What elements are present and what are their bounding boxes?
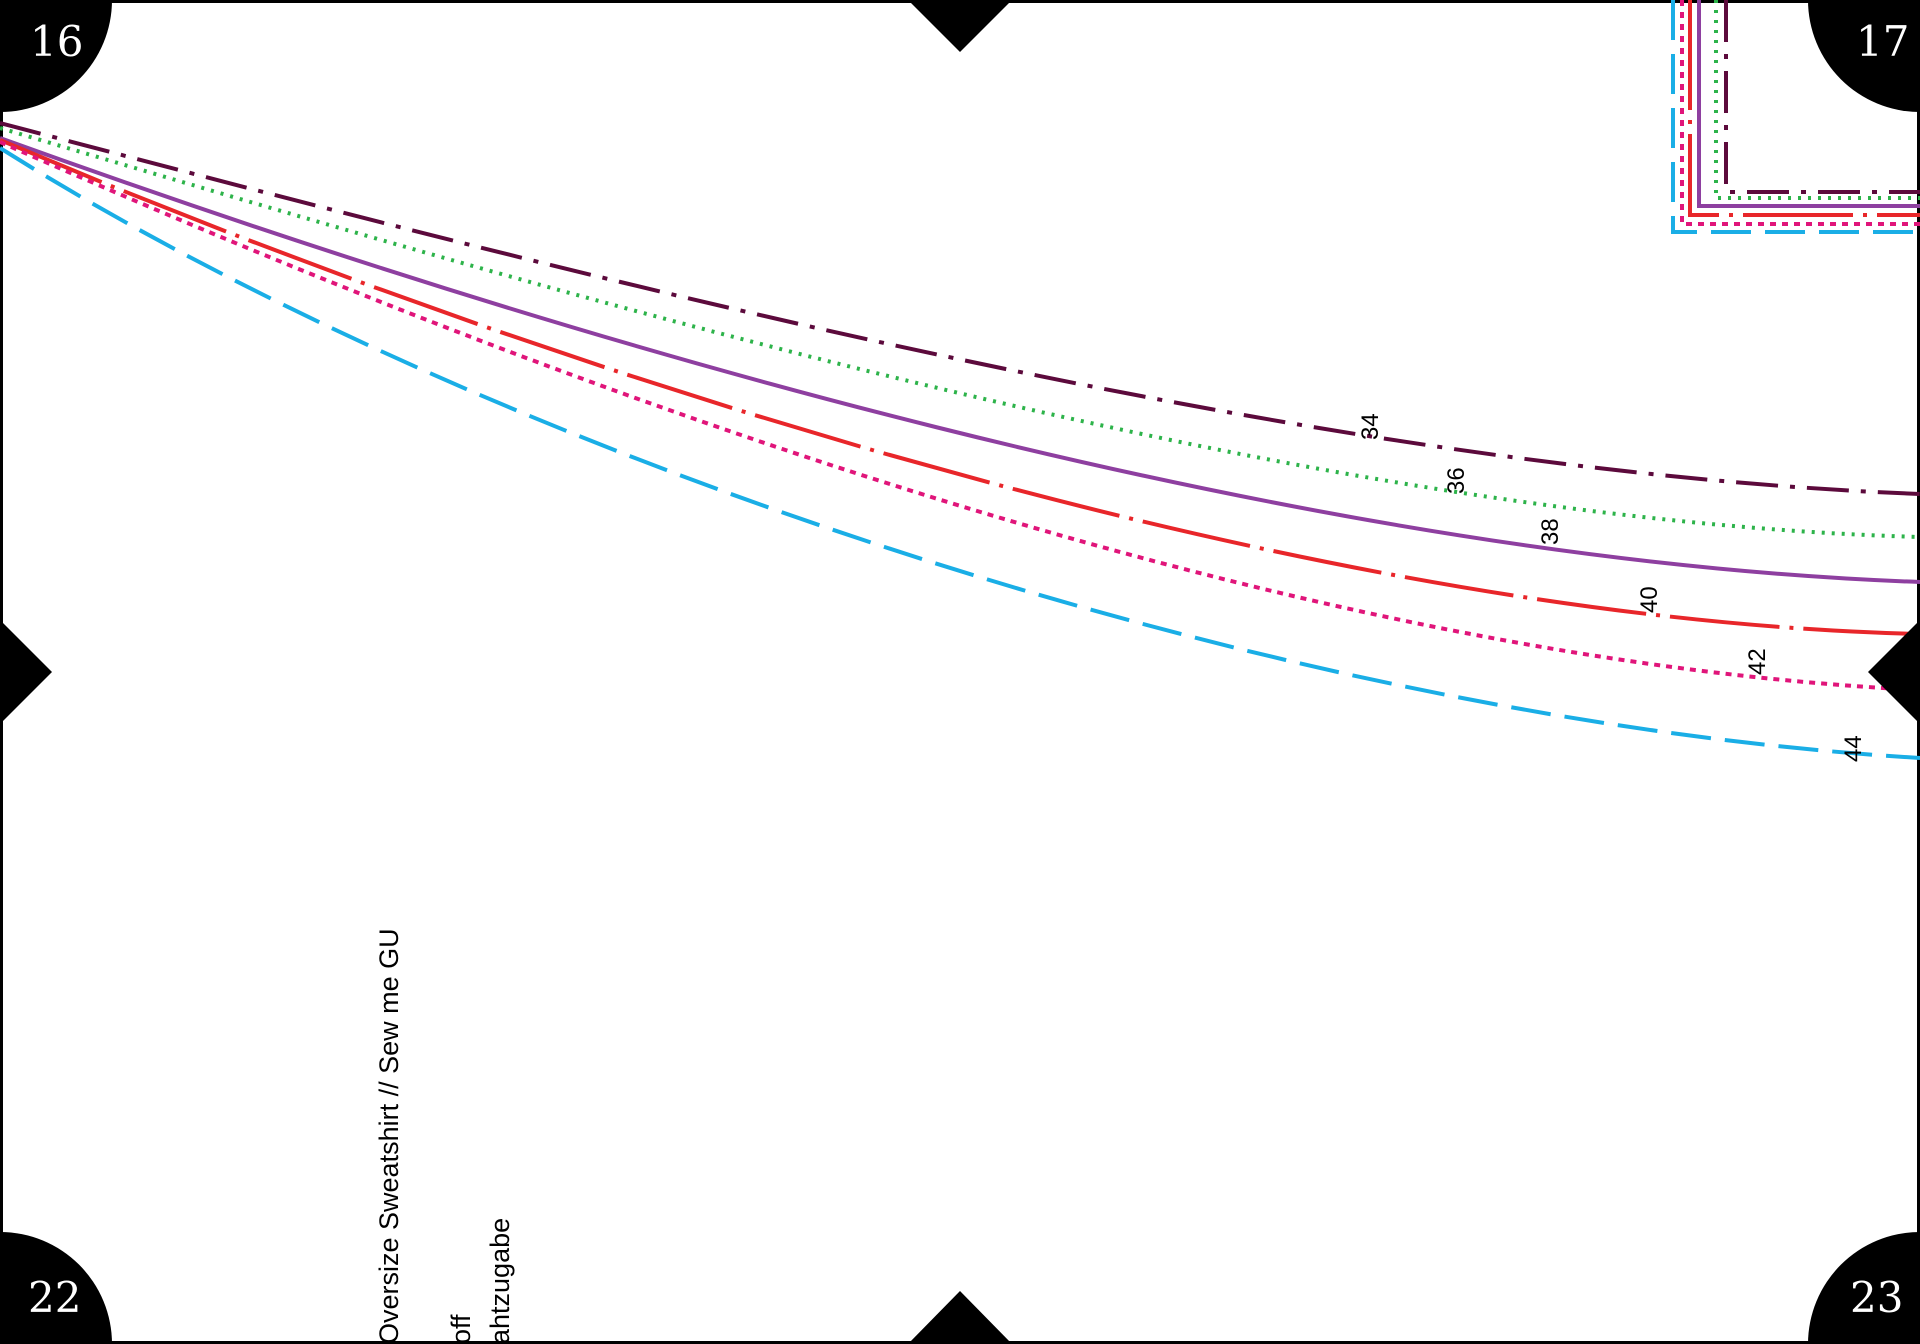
size-label-36: 36 xyxy=(1443,467,1470,494)
align-mark-bottom xyxy=(908,1291,1012,1344)
line-size-38 xyxy=(0,136,1920,584)
align-mark-left xyxy=(0,620,52,724)
line-size-40 xyxy=(0,138,1920,636)
pattern-note-line-3: ahtzugabe xyxy=(485,1218,515,1344)
align-mark-right xyxy=(1868,620,1920,724)
corner-circle-top-left xyxy=(0,0,112,112)
size-label-38: 38 xyxy=(1537,518,1564,545)
corner-circle-bottom-right xyxy=(1808,1232,1920,1344)
size-label-40: 40 xyxy=(1636,586,1663,613)
corner-circle-top-right xyxy=(1808,0,1920,112)
outline-corner-top-right xyxy=(1671,0,1920,234)
pattern-title: Oversize Sweatshirt // Sew me GU xyxy=(374,928,404,1344)
page-number-top-right: 17 xyxy=(1856,17,1909,66)
line-size-34 xyxy=(0,121,1920,496)
page-number-bottom-right: 23 xyxy=(1850,1273,1903,1322)
line-size-36 xyxy=(0,126,1920,539)
align-mark-top xyxy=(908,0,1012,52)
size-label-44: 44 xyxy=(1840,735,1867,762)
page-number-top-left: 16 xyxy=(30,17,83,66)
size-label-34: 34 xyxy=(1357,413,1384,440)
page-number-bottom-left: 22 xyxy=(28,1273,81,1322)
pattern-note-line-2: off xyxy=(446,1314,476,1344)
size-lines xyxy=(0,121,1920,760)
line-size-44 xyxy=(0,146,1920,760)
corner-circle-bottom-left xyxy=(0,1232,112,1344)
size-label-42: 42 xyxy=(1744,648,1771,675)
line-size-42 xyxy=(0,140,1920,692)
